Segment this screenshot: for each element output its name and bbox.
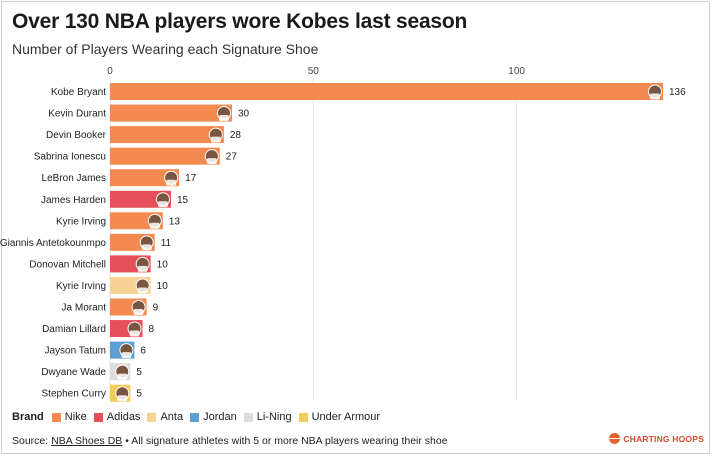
value-label: 6: [140, 346, 146, 357]
legend-item-under-armour: Under Armour: [298, 411, 381, 423]
legend-text: Jordan: [203, 411, 237, 423]
jersey-icon: [121, 352, 132, 359]
bar: [110, 83, 663, 100]
value-label: 5: [136, 389, 142, 400]
bar: [110, 147, 220, 165]
category-label: LeBron James: [42, 173, 106, 184]
jersey-icon: [218, 115, 229, 122]
jersey-icon: [117, 395, 128, 402]
value-label: 15: [177, 195, 189, 206]
jersey-icon: [117, 373, 128, 380]
category-label: Jayson Tatum: [44, 346, 106, 357]
source-link[interactable]: NBA Shoes DB: [51, 435, 123, 447]
jersey-icon: [166, 179, 177, 186]
jersey-icon: [137, 265, 148, 272]
jersey-icon: [141, 244, 152, 251]
category-label: Kobe Bryant: [51, 87, 106, 98]
legend-item-li-ning: Li-Ning: [243, 411, 292, 423]
legend-item-jordan: Jordan: [190, 411, 237, 423]
bar: [110, 104, 232, 122]
category-label: Dwyane Wade: [41, 367, 106, 378]
legend-text: Adidas: [106, 411, 141, 423]
value-label: 13: [169, 216, 181, 227]
value-label: 27: [226, 152, 238, 163]
logo-text: CHARTING HOOPS: [623, 433, 704, 444]
value-label: 9: [153, 303, 159, 314]
legend-items: Nike Adidas Anta Jordan Li-Ning Under Armour: [51, 411, 387, 423]
legend-swatch: [298, 412, 308, 422]
legend-swatch: [147, 412, 157, 422]
jersey-icon: [137, 287, 148, 294]
value-label: 28: [230, 130, 242, 141]
basketball-icon: [607, 433, 623, 444]
jersey-icon: [206, 158, 217, 165]
legend-item-anta: Anta: [147, 411, 183, 423]
value-label: 11: [161, 238, 172, 249]
legend-text: Nike: [64, 411, 87, 423]
category-label: Kevin Durant: [48, 109, 106, 120]
legend-swatch: [93, 412, 103, 422]
value-label: 136: [669, 87, 686, 98]
value-label: 30: [238, 109, 250, 120]
source-prefix: Source:: [12, 435, 52, 447]
legend-label: Brand: [12, 411, 44, 423]
jersey-icon: [133, 309, 144, 315]
charting-hoops-logo: CHARTING HOOPS: [607, 433, 704, 444]
category-label: Giannis Antetokounmpo: [0, 238, 106, 249]
jersey-icon: [650, 93, 660, 100]
source-suffix: • All signature athletes with 5 or more …: [122, 435, 448, 447]
legend-item-nike: Nike: [51, 411, 87, 423]
category-label: Kyrie Irving: [56, 281, 106, 292]
jersey-icon: [157, 201, 168, 208]
value-label: 17: [185, 173, 197, 184]
source-note: Source: NBA Shoes DB • All signature ath…: [12, 435, 448, 447]
legend-text: Anta: [160, 411, 184, 423]
value-label: 8: [149, 324, 155, 335]
category-label: Ja Morant: [62, 303, 107, 314]
category-label: Sabrina Ionescu: [34, 152, 106, 163]
category-label: James Harden: [41, 195, 106, 206]
value-label: 10: [157, 259, 169, 270]
chart-title: Over 130 NBA players wore Kobes last sea…: [12, 10, 468, 33]
x-tick-label: 0: [107, 66, 113, 77]
legend-item-adidas: Adidas: [93, 411, 141, 423]
category-label: Kyrie Irving: [56, 216, 106, 227]
legend-text: Under Armour: [311, 411, 381, 423]
category-label: Stephen Curry: [42, 389, 106, 400]
x-tick-label: 50: [308, 66, 320, 77]
category-label: Devin Booker: [46, 130, 107, 141]
bar: [110, 190, 171, 208]
jersey-icon: [129, 330, 140, 337]
legend-text: Li-Ning: [256, 411, 292, 423]
category-label: Damian Lillard: [42, 324, 106, 335]
value-label: 10: [157, 281, 169, 292]
legend: Brand Nike Adidas Anta Jordan Li-Ning Under A…: [12, 411, 387, 423]
bar: [110, 169, 180, 187]
jersey-icon: [210, 136, 221, 143]
chart-subtitle: Number of Players Wearing each Signature…: [12, 41, 319, 57]
value-label: 5: [136, 367, 142, 378]
jersey-icon: [149, 222, 160, 229]
category-label: Donovan Mitchell: [29, 259, 106, 270]
legend-swatch: [190, 412, 200, 422]
legend-swatch: [243, 412, 253, 422]
legend-swatch: [51, 412, 61, 422]
x-tick-label: 100: [508, 66, 525, 77]
bar: [110, 126, 224, 144]
